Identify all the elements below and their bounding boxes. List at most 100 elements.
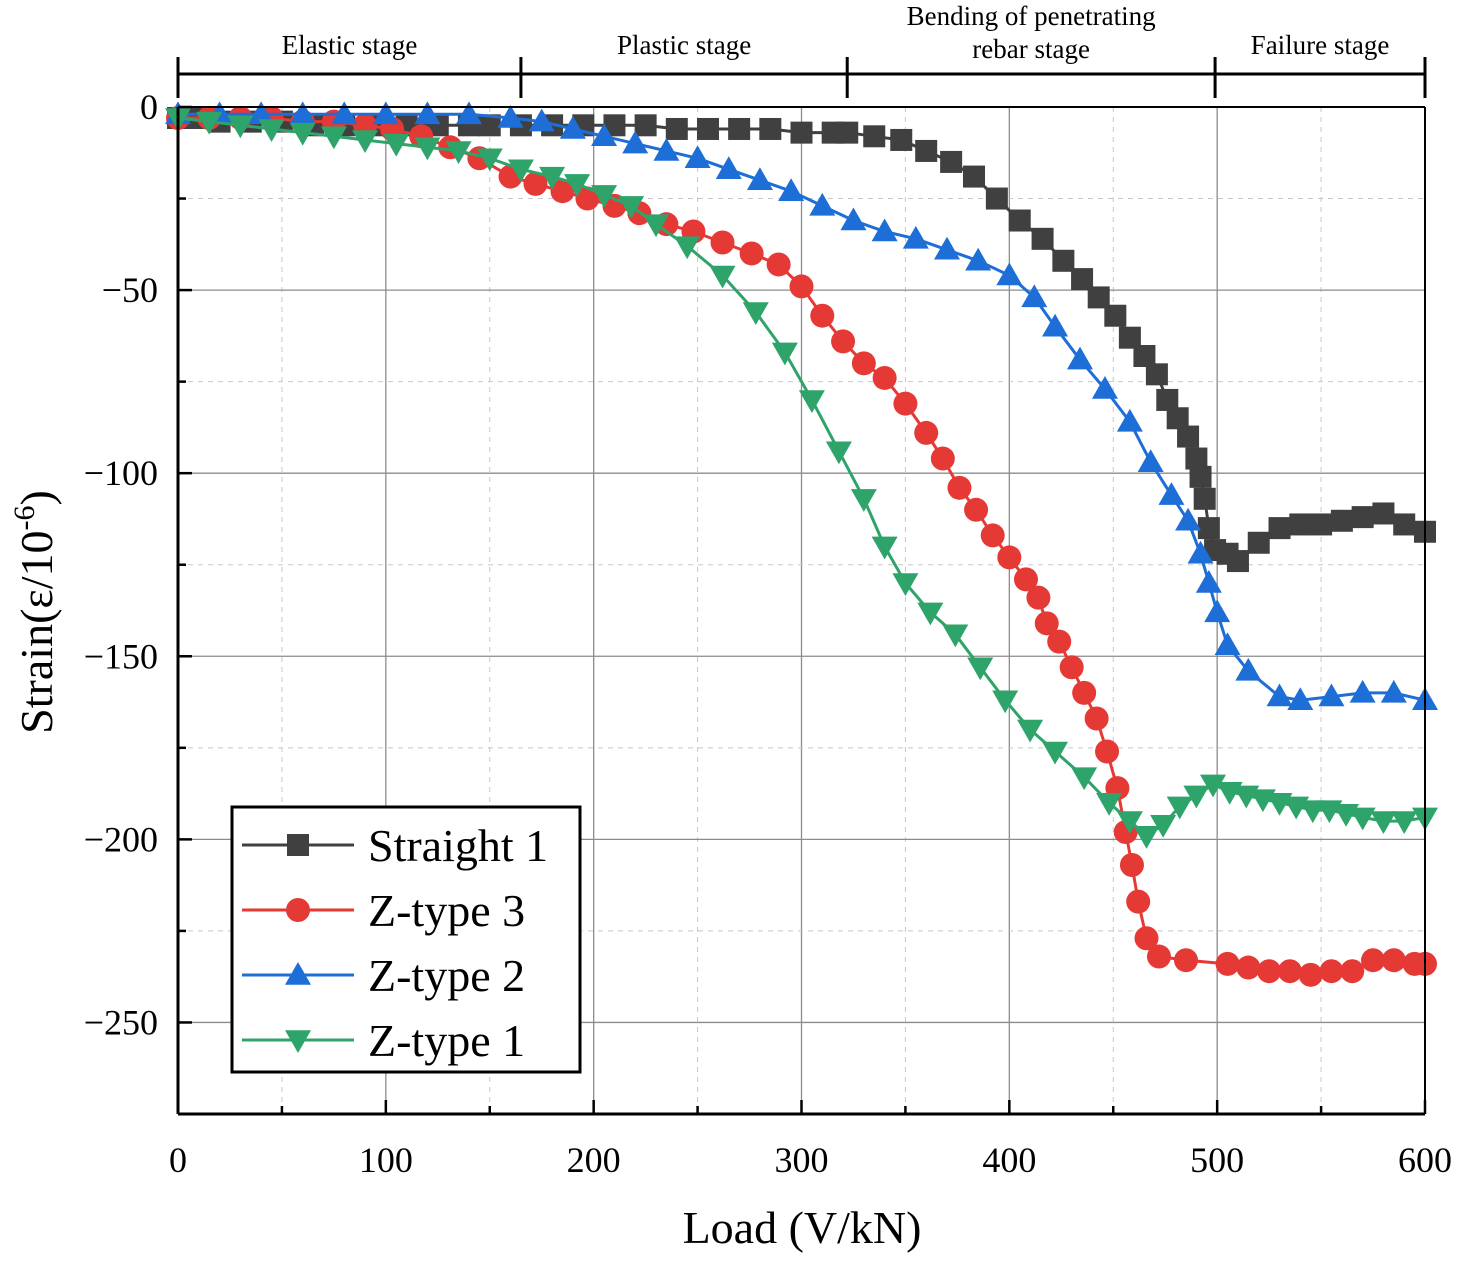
data-point-straight-1 — [915, 139, 938, 162]
legend-label: Z-type 3 — [368, 885, 525, 936]
data-point-straight-1 — [1008, 209, 1031, 232]
legend-marker — [286, 898, 310, 922]
data-point-z-type-3 — [893, 391, 918, 416]
data-point-z-type-3 — [1257, 959, 1282, 984]
data-point-z-type-3 — [1095, 739, 1120, 764]
data-point-z-type-1 — [414, 137, 441, 161]
data-point-z-type-1 — [1200, 774, 1227, 798]
data-point-z-type-1 — [196, 111, 223, 135]
data-point-z-type-1 — [917, 602, 944, 626]
y-axis-title-close: ) — [11, 490, 62, 505]
data-point-z-type-2 — [455, 101, 482, 125]
data-point-straight-1 — [1351, 506, 1374, 529]
data-point-z-type-1 — [1299, 800, 1326, 824]
data-point-z-type-3 — [1215, 951, 1240, 976]
data-point-z-type-2 — [746, 167, 773, 190]
data-point-z-type-3 — [980, 523, 1005, 548]
data-point-straight-1 — [478, 114, 501, 137]
data-point-straight-1 — [1031, 227, 1054, 250]
data-point-z-type-1 — [539, 166, 566, 190]
data-point-z-type-3 — [789, 274, 814, 299]
data-point-straight-1 — [985, 187, 1008, 210]
legend-entry-z-type-1: Z-type 1 — [242, 1015, 525, 1066]
data-point-z-type-3 — [739, 241, 764, 266]
data-point-z-type-2 — [653, 137, 680, 161]
data-point-z-type-3 — [1340, 959, 1365, 984]
data-point-z-type-3 — [997, 545, 1022, 570]
x-tick-label: 0 — [169, 1140, 187, 1180]
data-point-z-type-1 — [476, 148, 503, 172]
series-z-type-1 — [165, 108, 1438, 849]
legend: Straight 1 Z-type 3 Z-type 2 Z-type 1 — [230, 805, 582, 1074]
axes: 0 100 200 300 400 500 600 0 −50 −100 −150 −200 −250 — [84, 87, 1452, 1180]
y-axis-title-main: Strain(ε/10 — [11, 531, 62, 734]
data-point-z-type-2 — [331, 101, 358, 125]
data-point-z-type-2 — [1091, 375, 1118, 399]
data-point-z-type-3 — [1084, 706, 1109, 731]
data-point-z-type-3 — [1298, 962, 1323, 987]
data-point-z-type-1 — [1133, 825, 1160, 849]
data-point-z-type-2 — [871, 218, 898, 242]
data-point-z-type-3 — [872, 365, 897, 390]
data-point-z-type-1 — [850, 489, 877, 512]
data-point-z-type-2 — [1287, 687, 1314, 710]
data-point-z-type-1 — [1071, 767, 1098, 791]
data-point-straight-1 — [1177, 425, 1200, 448]
data-point-z-type-1 — [771, 342, 798, 366]
data-point-z-type-2 — [778, 178, 805, 201]
x-axis-title: Load (V/kN) — [683, 1202, 922, 1253]
data-point-z-type-3 — [1236, 955, 1261, 980]
data-point-z-type-2 — [1235, 657, 1262, 681]
data-point-z-type-1 — [352, 130, 379, 153]
data-point-z-type-1 — [674, 236, 701, 260]
data-point-straight-1 — [1393, 513, 1416, 536]
data-point-z-type-1 — [1017, 719, 1044, 743]
data-point-z-type-2 — [1380, 679, 1407, 703]
legend-label: Z-type 2 — [368, 950, 525, 1001]
x-tick-label: 300 — [775, 1140, 829, 1180]
data-point-z-type-2 — [1204, 599, 1231, 623]
data-point-z-type-2 — [1042, 313, 1069, 337]
data-point-z-type-1 — [445, 141, 472, 164]
data-point-z-type-3 — [1134, 926, 1159, 951]
data-point-z-type-2 — [1021, 284, 1048, 308]
data-point-z-type-2 — [1318, 683, 1345, 707]
legend-label: Straight 1 — [368, 820, 548, 871]
data-point-z-type-1 — [892, 573, 919, 597]
data-point-straight-1 — [1197, 517, 1220, 540]
data-point-z-type-3 — [1173, 948, 1198, 973]
data-point-straight-1 — [696, 117, 719, 140]
data-point-z-type-1 — [1349, 807, 1376, 831]
data-point-z-type-2 — [1349, 679, 1376, 703]
data-point-z-type-1 — [564, 174, 591, 197]
legend-entry-straight-1: Straight 1 — [242, 820, 548, 871]
data-point-z-type-2 — [1187, 540, 1214, 564]
data-point-z-type-2 — [1158, 482, 1185, 505]
data-point-straight-1 — [665, 117, 688, 140]
stage-label: Plastic stage — [617, 30, 751, 60]
series-layer — [165, 101, 1438, 987]
data-point-z-type-3 — [1013, 567, 1038, 592]
data-point-z-type-1 — [643, 214, 670, 238]
data-point-z-type-2 — [996, 262, 1023, 286]
stage-label: Bending of penetrating — [907, 1, 1156, 31]
data-point-z-type-3 — [947, 475, 972, 500]
legend-marker — [285, 1030, 311, 1053]
data-point-z-type-1 — [320, 126, 347, 150]
data-point-z-type-1 — [1042, 741, 1069, 765]
data-point-straight-1 — [1133, 345, 1156, 368]
data-point-z-type-3 — [1119, 852, 1144, 877]
data-point-z-type-1 — [1370, 811, 1397, 835]
data-point-z-type-3 — [550, 179, 575, 204]
data-point-z-type-3 — [575, 186, 600, 211]
data-point-z-type-1 — [383, 133, 410, 157]
data-point-z-type-3 — [964, 497, 989, 522]
y-axis-title: Strain(ε/10-6) — [8, 490, 62, 734]
data-point-straight-1 — [1289, 513, 1312, 536]
data-point-straight-1 — [1247, 531, 1270, 554]
data-point-straight-1 — [1185, 447, 1208, 470]
data-point-z-type-3 — [914, 420, 939, 445]
data-point-z-type-3 — [1059, 655, 1084, 680]
data-point-z-type-3 — [1126, 889, 1151, 914]
